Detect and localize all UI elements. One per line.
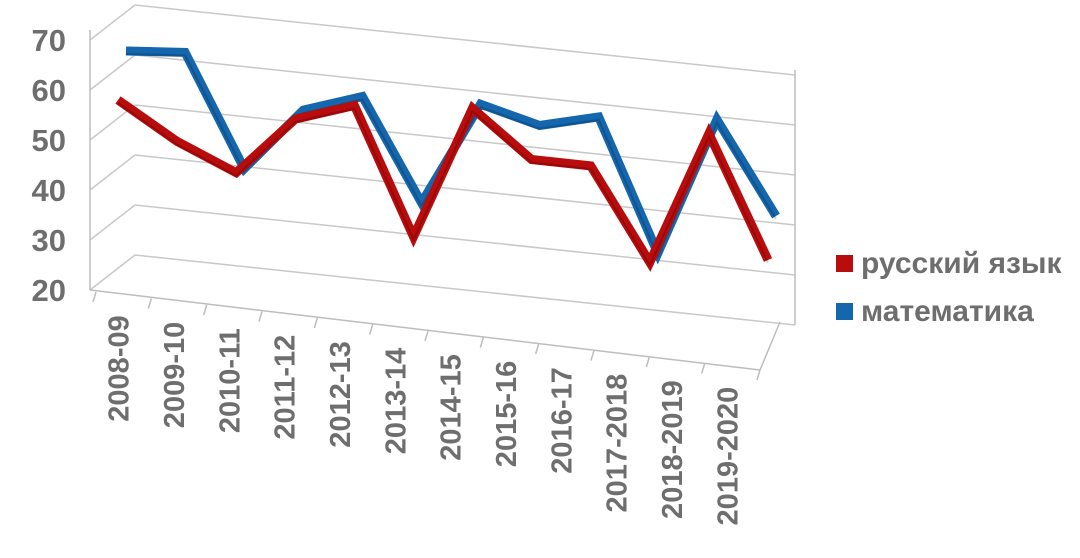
- legend-label: русский язык: [861, 247, 1063, 280]
- y-tick-label: 30: [32, 223, 66, 258]
- x-tick-label: 2019-2020: [712, 387, 744, 526]
- legend-label: математика: [861, 295, 1034, 328]
- gridline: [134, 104, 796, 176]
- x-tick-label: 2015-16: [491, 361, 523, 467]
- y-tick-label: 50: [32, 123, 66, 158]
- gridline: [134, 54, 796, 126]
- x-tick-mark: [479, 337, 485, 348]
- x-tick-label: 2014-15: [436, 354, 468, 460]
- side-gridline: [89, 154, 136, 191]
- series-line-shade: [117, 102, 769, 268]
- x-tick-mark: [92, 291, 97, 303]
- x-tick-mark: [645, 356, 651, 368]
- x-tick-label: 2017-2018: [602, 374, 634, 513]
- x-tick-label: 2009-10: [159, 322, 191, 428]
- x-tick-mark: [313, 317, 319, 329]
- legend-swatch: [836, 255, 853, 272]
- y-tick-label: 40: [32, 173, 66, 208]
- y-tick-label: 60: [32, 73, 66, 108]
- series-lines: [115, 46, 780, 272]
- x-tick-label: 2011-12: [270, 335, 302, 440]
- side-gridline: [89, 204, 136, 241]
- x-tick-mark: [147, 298, 153, 309]
- x-tick-label: 2013-14: [380, 348, 412, 454]
- x-tick-mark: [368, 324, 374, 335]
- x-tick-label: 2010-11: [214, 328, 246, 433]
- gridline: [134, 204, 796, 276]
- side-gridline: [89, 254, 136, 291]
- floor-right-edge: [759, 321, 781, 371]
- x-tick-mark: [700, 363, 706, 374]
- legend-swatch: [836, 303, 853, 320]
- x-tick-label: 2012-13: [325, 341, 357, 447]
- x-tick-mark: [202, 304, 208, 316]
- side-gridline: [89, 54, 136, 91]
- y-tick-label: 20: [32, 273, 66, 308]
- side-gridline: [89, 4, 136, 41]
- gridline: [134, 254, 796, 326]
- x-axis-ticks: 2008-09 2009-10 2010-11 2011-12 2012-13 2013-…: [104, 315, 745, 525]
- axis-frame: [89, 30, 796, 381]
- floor-front-edge: [89, 289, 761, 371]
- x-tick-mark: [534, 343, 540, 355]
- x-tick-mark: [756, 369, 761, 381]
- x-tick-mark: [590, 350, 595, 361]
- y-tick-label: 70: [32, 23, 66, 58]
- x-tick-label: 2016-17: [546, 367, 578, 473]
- x-tick-mark: [258, 311, 263, 322]
- y-axis-ticks: 20 30 40 50 60 70: [32, 23, 66, 308]
- x-tick-label: 2008-09: [104, 315, 136, 421]
- series-line: [115, 96, 773, 272]
- x-tick-label: 2018-2019: [657, 380, 689, 519]
- gridline: [134, 4, 796, 76]
- legend: русский язык математика: [836, 247, 1063, 328]
- x-tick-mark: [424, 330, 429, 342]
